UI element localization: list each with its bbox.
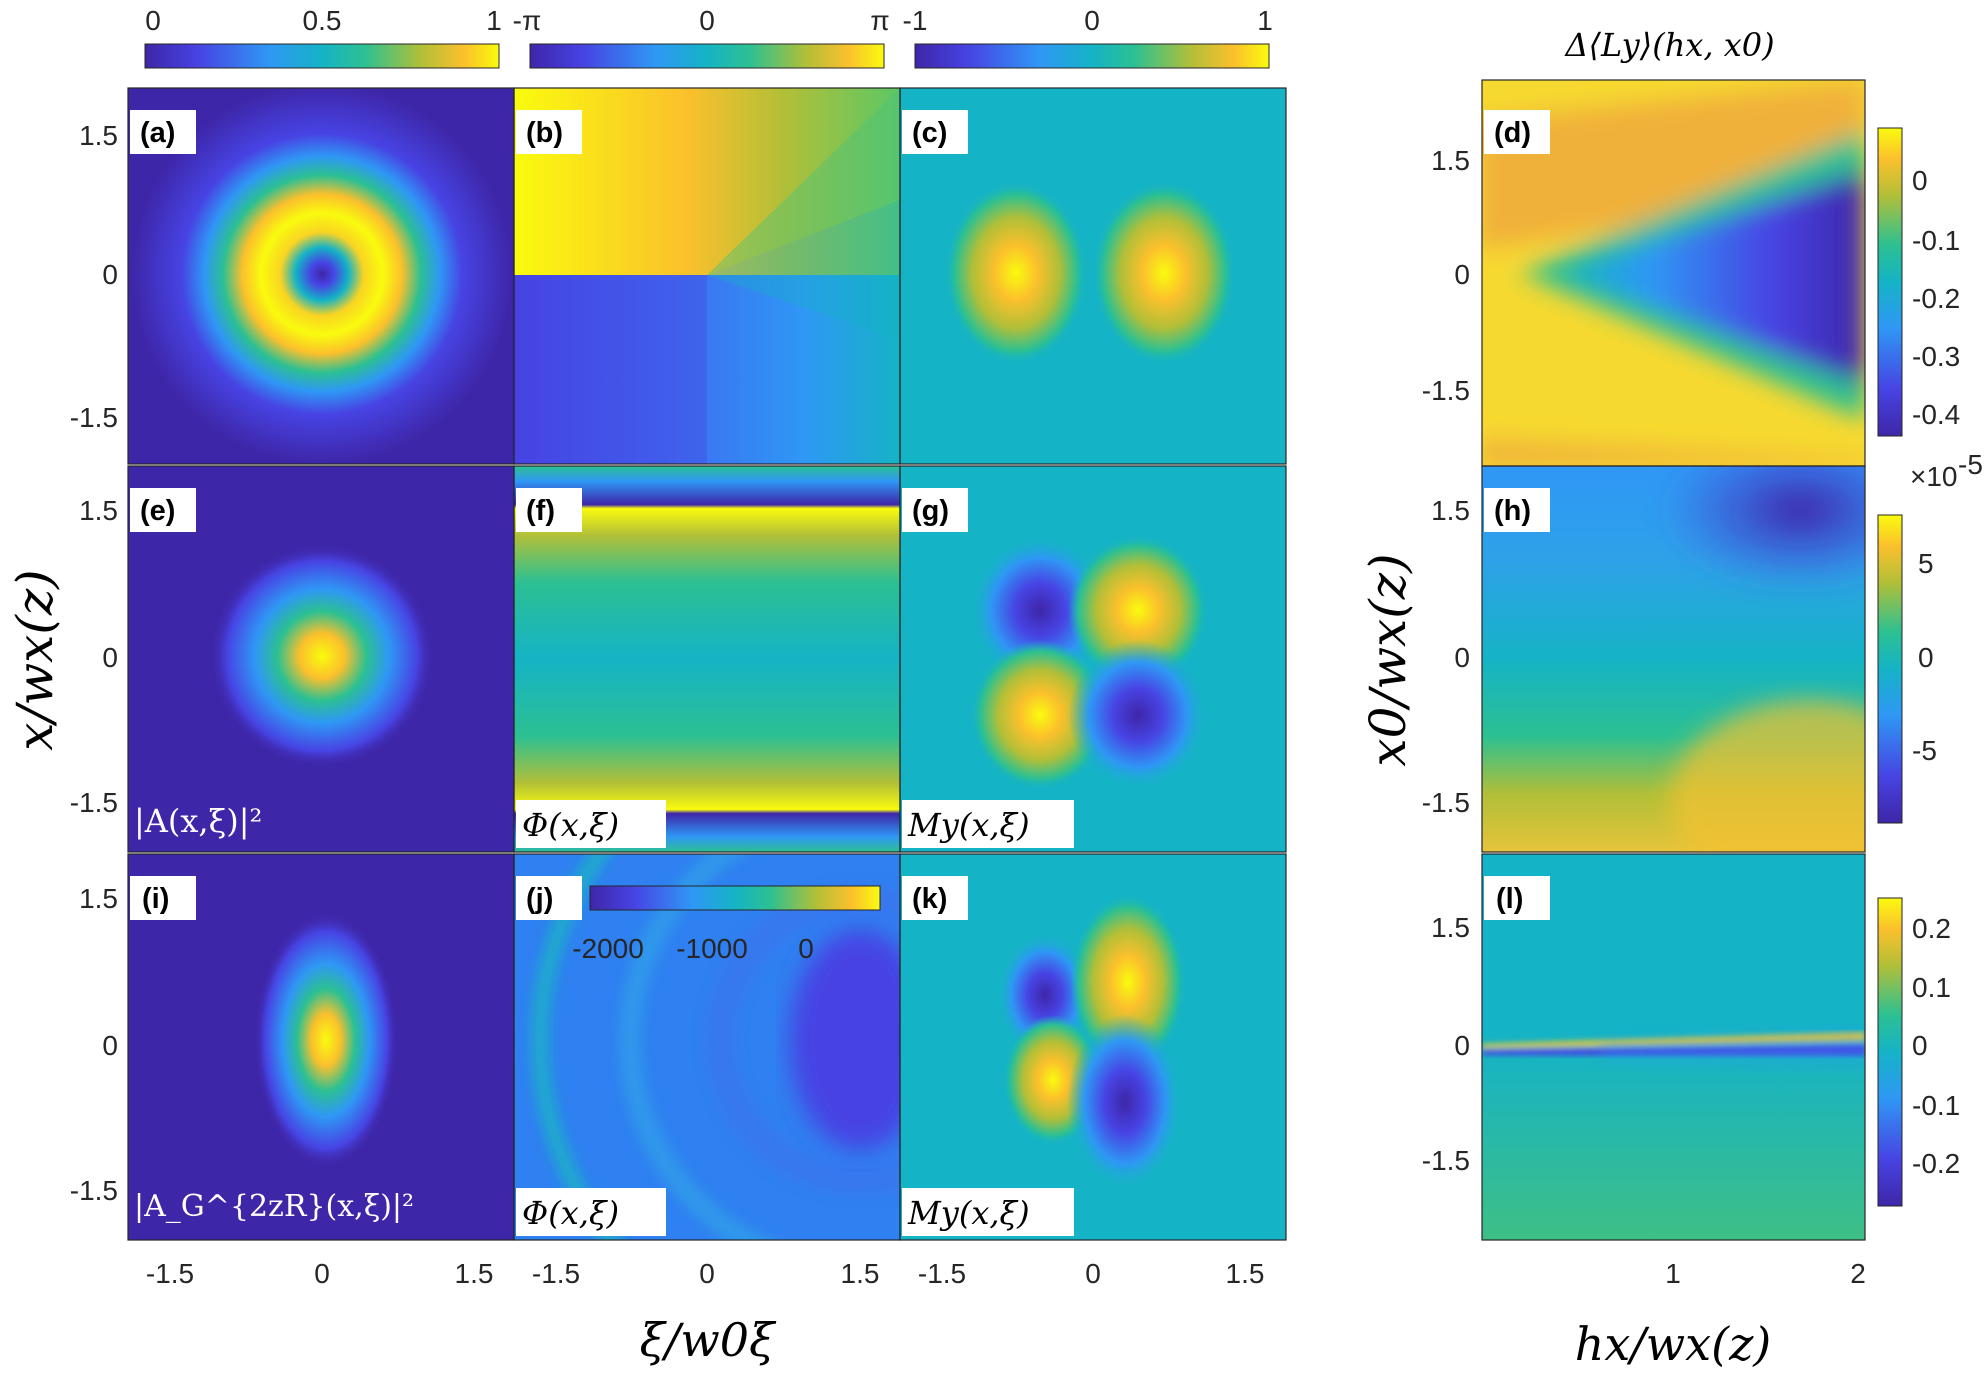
right-x-axis-label: hx/wx(z) <box>1575 1317 1772 1371</box>
formula-f: Φ(x,ξ) <box>522 806 619 844</box>
colorbar-c-tick: 1 <box>1257 5 1273 36</box>
colorbar-b-tick: π <box>870 5 889 36</box>
x-tick: 1.5 <box>1226 1258 1265 1289</box>
x-tick: -1.5 <box>146 1258 194 1289</box>
formula-e: |A(x,ξ)|² <box>134 802 262 840</box>
y-tick: 1.5 <box>1431 145 1470 176</box>
panel-label: (b) <box>526 117 563 149</box>
y-tick: 0 <box>102 642 118 673</box>
colorbar-c: -1 0 1 <box>903 5 1273 69</box>
right-y-axis-label: x0/wx(z) <box>1359 553 1417 766</box>
panel-label: (d) <box>1494 117 1531 149</box>
colorbar-b-tick: -π <box>513 5 542 36</box>
panel-label: (j) <box>526 883 553 915</box>
formula-k: My(x,ξ) <box>907 1194 1030 1232</box>
panel-d-heatmap <box>1482 80 1865 466</box>
x-tick: -1.5 <box>918 1258 966 1289</box>
y-tick: 1.5 <box>79 120 118 151</box>
panel-label: (a) <box>140 117 175 149</box>
formula-i: |A_G^{2zR}(x,ξ)|² <box>134 1189 414 1224</box>
x-axis-label: ξ/w0ξ <box>640 1313 777 1367</box>
colorbar-h: ×10 -5 5 0 -5 <box>1877 449 1983 824</box>
y-axis-label: x/wx(z) <box>6 569 64 750</box>
colorbar-a-tick: 1 <box>486 5 502 36</box>
bottom-x-ticks: -1.5 0 1.5 -1.5 0 1.5 -1.5 0 1.5 1 2 <box>146 1258 1866 1289</box>
y-tick: 0 <box>1454 642 1470 673</box>
colorbar-h-tick: 0 <box>1918 642 1934 673</box>
y-tick: -1.5 <box>70 1175 118 1206</box>
x-tick: 0 <box>1085 1258 1101 1289</box>
colorbar-l-tick: -0.1 <box>1912 1090 1960 1121</box>
y-tick: -1.5 <box>1422 1145 1470 1176</box>
panel-label: (g) <box>912 495 949 527</box>
colorbar-a-tick: 0.5 <box>303 5 342 36</box>
colorbar-h-exponent: ×10 <box>1910 461 1958 492</box>
colorbar-c-tick: 0 <box>1084 5 1100 36</box>
x-tick: 1 <box>1665 1258 1681 1289</box>
colorbar-d-tick: -0.3 <box>1912 341 1960 372</box>
x-tick: 0 <box>699 1258 715 1289</box>
panel-label: (k) <box>912 883 947 915</box>
colorbar-b: -π 0 π <box>513 5 890 69</box>
panel-b-heatmap <box>514 88 900 464</box>
colorbar-l-tick: 0 <box>1912 1030 1928 1061</box>
y-tick: 0 <box>1454 259 1470 290</box>
right-y-ticks: 1.5 0 -1.5 1.5 0 -1.5 1.5 0 -1.5 <box>1422 145 1470 1176</box>
panel-label: (h) <box>1494 495 1531 527</box>
colorbar-j-tick: -2000 <box>572 933 644 964</box>
right-column-title: Δ⟨Ly⟩(hx, x0) <box>1563 26 1774 64</box>
formula-j: Φ(x,ξ) <box>522 1194 619 1232</box>
colorbar-l-tick: 0.1 <box>1912 972 1951 1003</box>
colorbar-h-tick: -5 <box>1912 735 1937 766</box>
colorbar-l: 0.2 0.1 0 -0.1 -0.2 <box>1877 897 1960 1207</box>
colorbar-b-tick: 0 <box>699 5 715 36</box>
colorbar-j-tick: -1000 <box>676 933 748 964</box>
y-tick: 0 <box>102 1030 118 1061</box>
y-tick: 1.5 <box>1431 495 1470 526</box>
panel-label: (i) <box>142 883 169 915</box>
y-tick: -1.5 <box>1422 787 1470 818</box>
colorbar-c-tick: -1 <box>903 5 928 36</box>
x-tick: 2 <box>1850 1258 1866 1289</box>
colorbar-h-tick: 5 <box>1918 548 1934 579</box>
colorbar-d-tick: -0.4 <box>1912 399 1960 430</box>
panel-label: (l) <box>1496 883 1523 915</box>
panel-a-heatmap <box>128 88 514 464</box>
y-tick: 1.5 <box>79 883 118 914</box>
panel-k-heatmap <box>900 854 1286 1240</box>
colorbar-l-tick: -0.2 <box>1912 1148 1960 1179</box>
colorbar-d: 0 -0.1 -0.2 -0.3 -0.4 <box>1877 127 1960 437</box>
x-tick: 0 <box>314 1258 330 1289</box>
y-tick: 1.5 <box>1431 912 1470 943</box>
y-tick: -1.5 <box>70 402 118 433</box>
colorbar-h-exponent-power: -5 <box>1958 449 1983 480</box>
y-tick: 0 <box>1454 1030 1470 1061</box>
colorbar-d-tick: -0.1 <box>1912 225 1960 256</box>
colorbar-d-tick: -0.2 <box>1912 283 1960 314</box>
formula-g: My(x,ξ) <box>907 806 1030 844</box>
left-y-ticks: 1.5 0 -1.5 1.5 0 -1.5 1.5 0 -1.5 <box>70 120 118 1206</box>
panel-labels: (a) (b) (c) (d) (e) (f) (g) (h) (i) (j) … <box>130 110 1550 920</box>
colorbar-a: 0 0.5 1 <box>144 5 502 69</box>
y-tick: 1.5 <box>79 495 118 526</box>
y-tick: -1.5 <box>70 787 118 818</box>
y-tick: -1.5 <box>1422 375 1470 406</box>
colorbar-l-tick: 0.2 <box>1912 913 1951 944</box>
y-tick: 0 <box>102 259 118 290</box>
colorbar-d-tick: 0 <box>1912 165 1928 196</box>
panel-label: (c) <box>912 117 947 149</box>
panel-label: (e) <box>140 495 175 527</box>
x-tick: 1.5 <box>455 1258 494 1289</box>
panel-g-heatmap <box>900 466 1286 852</box>
x-tick: 1.5 <box>841 1258 880 1289</box>
x-tick: -1.5 <box>532 1258 580 1289</box>
panel-label: (f) <box>526 495 555 527</box>
colorbar-j-tick: 0 <box>798 933 814 964</box>
colorbar-a-tick: 0 <box>145 5 161 36</box>
